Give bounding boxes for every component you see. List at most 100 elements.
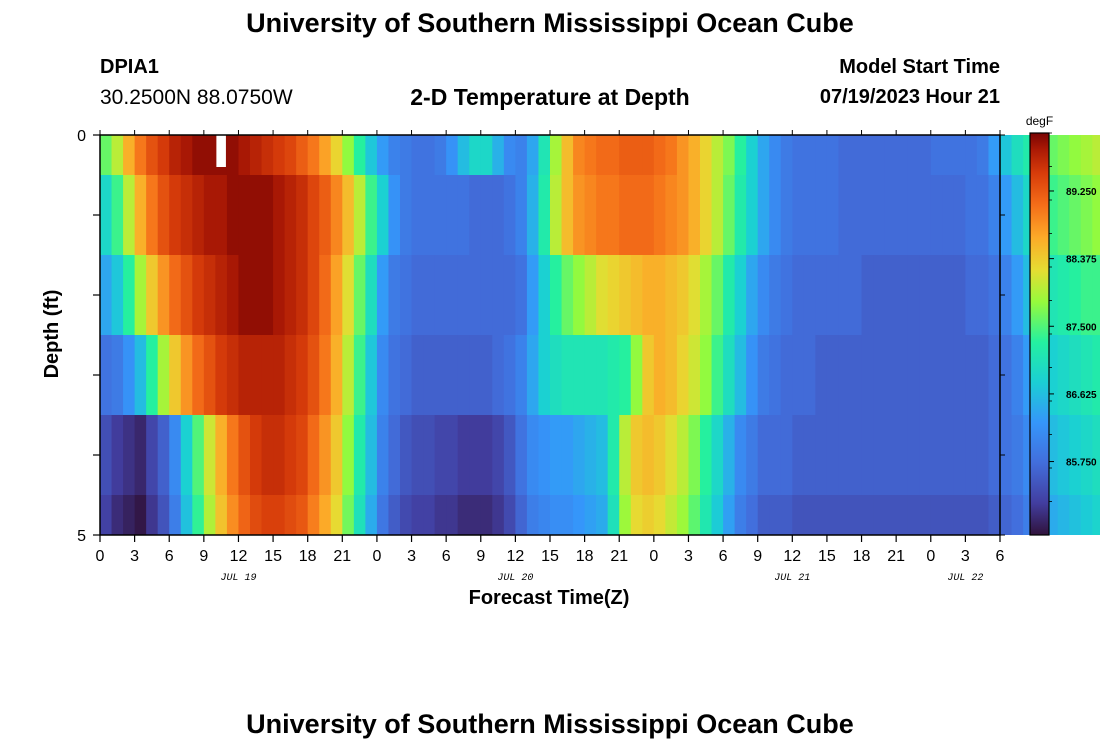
heatmap-cell bbox=[850, 495, 863, 535]
heatmap-cell bbox=[250, 135, 263, 176]
heatmap-cell bbox=[284, 415, 297, 496]
heatmap-cell bbox=[850, 415, 863, 496]
heatmap-cell bbox=[538, 175, 551, 256]
heatmap-cell bbox=[203, 255, 216, 336]
x-axis-label: Forecast Time(Z) bbox=[469, 587, 630, 609]
x-tick-label: 18 bbox=[299, 548, 317, 565]
heatmap-cell bbox=[561, 495, 574, 535]
heatmap-cell bbox=[123, 495, 136, 535]
heatmap-cell bbox=[388, 255, 401, 336]
x-tick-label: 15 bbox=[541, 548, 559, 565]
heatmap-cell bbox=[388, 135, 401, 176]
x-tick-label: 3 bbox=[407, 548, 416, 565]
heatmap-cell bbox=[1080, 255, 1093, 336]
heatmap-cell bbox=[1069, 135, 1082, 176]
colorbar-unit: degF bbox=[1026, 114, 1053, 128]
heatmap-cell bbox=[353, 135, 366, 176]
heatmap-cell bbox=[319, 255, 332, 336]
heatmap-cell bbox=[850, 255, 863, 336]
heatmap-cell bbox=[607, 415, 620, 496]
heatmap-cell bbox=[492, 255, 505, 336]
heatmap-cell bbox=[665, 135, 678, 176]
heatmap-cell bbox=[630, 135, 643, 176]
heatmap-cell bbox=[273, 175, 286, 256]
heatmap-cell bbox=[503, 135, 516, 176]
heatmap-cell bbox=[215, 495, 228, 535]
heatmap-cell bbox=[688, 335, 701, 416]
heatmap-cell bbox=[457, 175, 470, 256]
heatmap-cell bbox=[180, 135, 193, 176]
heatmap-cell bbox=[619, 255, 632, 336]
heatmap-cell bbox=[780, 255, 793, 336]
heatmap-cell bbox=[1080, 175, 1093, 256]
heatmap-cell bbox=[169, 135, 182, 176]
heatmap-cell bbox=[815, 495, 828, 535]
y-axis-ticks: 05 bbox=[77, 128, 1005, 545]
colorbar-tick-label: 88.375 bbox=[1066, 255, 1097, 266]
heatmap-cell bbox=[526, 135, 540, 176]
heatmap-cell bbox=[526, 255, 540, 336]
heatmap-cell bbox=[815, 255, 828, 336]
x-tick-label: 12 bbox=[783, 548, 801, 565]
heatmap-cell bbox=[238, 335, 251, 416]
heatmap-cell bbox=[873, 255, 886, 336]
heatmap-cell bbox=[157, 335, 170, 416]
x-tick-label: 9 bbox=[476, 548, 485, 565]
heatmap-cell bbox=[838, 335, 851, 416]
heatmap-cell bbox=[538, 335, 551, 416]
x-tick-label: 0 bbox=[649, 548, 658, 565]
heatmap-cell bbox=[734, 415, 747, 496]
heatmap-cell bbox=[919, 135, 932, 176]
chart-title: 2-D Temperature at Depth bbox=[410, 84, 690, 110]
heatmap-cell bbox=[469, 255, 482, 336]
heatmap-cell bbox=[746, 415, 759, 496]
heatmap-cell bbox=[434, 175, 447, 256]
heatmap-cell bbox=[700, 335, 713, 416]
heatmap-cell bbox=[642, 255, 655, 336]
heatmap-cell bbox=[746, 135, 759, 176]
heatmap-cell bbox=[653, 415, 666, 496]
heatmap-cell bbox=[1000, 175, 1013, 256]
heatmap-cell bbox=[526, 335, 540, 416]
heatmap-cell bbox=[734, 495, 747, 535]
heatmap-cell bbox=[1092, 135, 1100, 176]
heatmap-cell bbox=[503, 335, 516, 416]
heatmap-cell bbox=[838, 175, 851, 256]
heatmap-cell bbox=[1092, 495, 1100, 535]
heatmap-cell bbox=[226, 415, 240, 496]
heatmap-cell bbox=[1092, 335, 1100, 416]
heatmap-cell bbox=[700, 135, 713, 176]
heatmap-cell bbox=[226, 255, 240, 336]
heatmap-cell bbox=[861, 415, 874, 496]
heatmap-cell bbox=[976, 335, 990, 416]
heatmap-cell bbox=[607, 255, 620, 336]
heatmap-cell bbox=[838, 495, 851, 535]
heatmap-cell bbox=[492, 495, 505, 535]
heatmap-cell bbox=[192, 495, 205, 535]
heatmap-cell bbox=[907, 175, 920, 256]
heatmap-cell bbox=[723, 335, 736, 416]
colorbar-gradient bbox=[1029, 132, 1050, 536]
heatmap-cell bbox=[561, 415, 574, 496]
heatmap-cell bbox=[457, 495, 470, 535]
heatmap-cell bbox=[838, 135, 851, 176]
heatmap-cell bbox=[769, 175, 782, 256]
heatmap-cell bbox=[734, 255, 747, 336]
heatmap-cell bbox=[226, 135, 240, 176]
heatmap-cell bbox=[273, 135, 286, 176]
heatmap-cell bbox=[907, 415, 920, 496]
heatmap-cell bbox=[734, 335, 747, 416]
heatmap-cell bbox=[596, 255, 609, 336]
heatmap-cell bbox=[342, 495, 355, 535]
heatmap-cell bbox=[423, 495, 436, 535]
heatmap-cell bbox=[1011, 135, 1024, 176]
heatmap-cell bbox=[619, 135, 632, 176]
heatmap-cell bbox=[1080, 495, 1093, 535]
heatmap-cell bbox=[596, 175, 609, 256]
heatmap-cell bbox=[769, 415, 782, 496]
heatmap-cell bbox=[907, 335, 920, 416]
heatmap-cell bbox=[203, 335, 216, 416]
colorbar: degF 89.250 88.375 87.500 86.625 85.750 bbox=[1026, 114, 1097, 536]
heatmap-cell bbox=[815, 135, 828, 176]
heatmap-cell bbox=[573, 495, 586, 535]
